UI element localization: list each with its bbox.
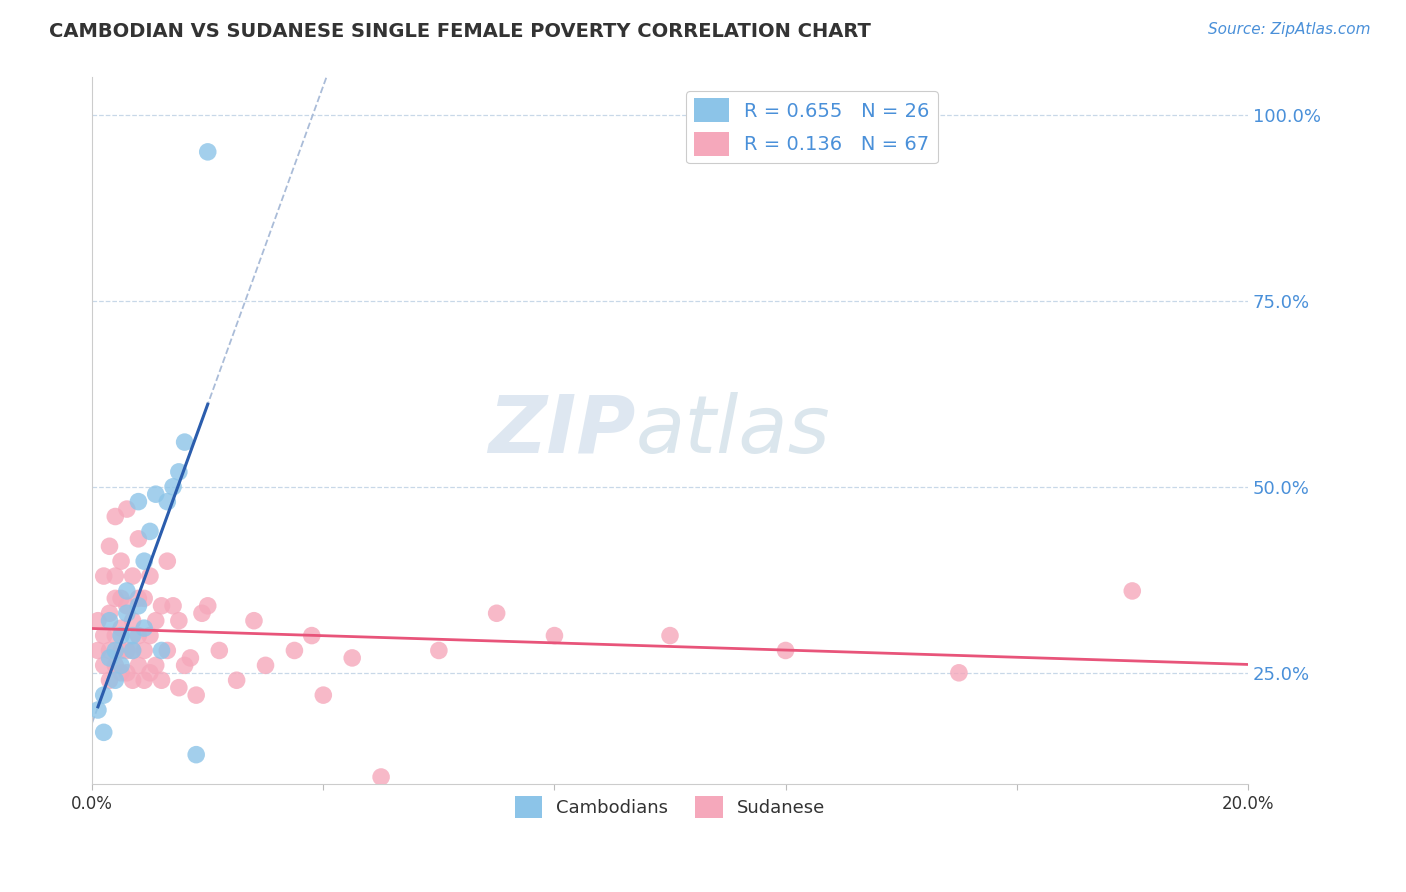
Point bbox=[145, 487, 167, 501]
Point bbox=[110, 621, 132, 635]
Point bbox=[150, 599, 173, 613]
Point bbox=[127, 591, 149, 606]
Point bbox=[115, 502, 138, 516]
Point bbox=[121, 629, 143, 643]
Point bbox=[156, 554, 179, 568]
Point bbox=[93, 725, 115, 739]
Point bbox=[134, 591, 156, 606]
Point bbox=[167, 465, 190, 479]
Point bbox=[104, 629, 127, 643]
Point bbox=[167, 614, 190, 628]
Point bbox=[104, 658, 127, 673]
Point bbox=[173, 435, 195, 450]
Point bbox=[127, 599, 149, 613]
Text: atlas: atlas bbox=[636, 392, 830, 470]
Point bbox=[110, 591, 132, 606]
Point bbox=[98, 614, 121, 628]
Point bbox=[134, 554, 156, 568]
Point bbox=[150, 673, 173, 688]
Point bbox=[127, 629, 149, 643]
Point bbox=[145, 614, 167, 628]
Point bbox=[162, 480, 184, 494]
Point bbox=[301, 629, 323, 643]
Point bbox=[283, 643, 305, 657]
Point bbox=[98, 643, 121, 657]
Point bbox=[127, 658, 149, 673]
Point bbox=[110, 554, 132, 568]
Text: Source: ZipAtlas.com: Source: ZipAtlas.com bbox=[1208, 22, 1371, 37]
Point bbox=[121, 643, 143, 657]
Point bbox=[775, 643, 797, 657]
Point bbox=[659, 629, 682, 643]
Point bbox=[121, 673, 143, 688]
Point bbox=[127, 494, 149, 508]
Point bbox=[110, 643, 132, 657]
Point bbox=[134, 673, 156, 688]
Point bbox=[225, 673, 247, 688]
Point bbox=[162, 599, 184, 613]
Point bbox=[110, 665, 132, 680]
Point bbox=[150, 643, 173, 657]
Point bbox=[167, 681, 190, 695]
Point bbox=[121, 569, 143, 583]
Point bbox=[93, 688, 115, 702]
Point bbox=[243, 614, 266, 628]
Point bbox=[104, 509, 127, 524]
Point bbox=[98, 539, 121, 553]
Point bbox=[139, 665, 162, 680]
Point bbox=[312, 688, 335, 702]
Point bbox=[370, 770, 392, 784]
Point bbox=[543, 629, 565, 643]
Point bbox=[93, 658, 115, 673]
Point bbox=[948, 665, 970, 680]
Point bbox=[115, 665, 138, 680]
Text: ZIP: ZIP bbox=[488, 392, 636, 470]
Point bbox=[134, 621, 156, 635]
Point bbox=[87, 614, 110, 628]
Text: CAMBODIAN VS SUDANESE SINGLE FEMALE POVERTY CORRELATION CHART: CAMBODIAN VS SUDANESE SINGLE FEMALE POVE… bbox=[49, 22, 872, 41]
Point bbox=[156, 643, 179, 657]
Point bbox=[121, 643, 143, 657]
Point bbox=[139, 569, 162, 583]
Point bbox=[197, 599, 219, 613]
Point bbox=[98, 673, 121, 688]
Point bbox=[139, 629, 162, 643]
Point bbox=[208, 643, 231, 657]
Point bbox=[87, 643, 110, 657]
Point bbox=[110, 629, 132, 643]
Point bbox=[104, 569, 127, 583]
Point bbox=[104, 643, 127, 657]
Legend: Cambodians, Sudanese: Cambodians, Sudanese bbox=[508, 789, 832, 825]
Point bbox=[93, 629, 115, 643]
Point bbox=[134, 643, 156, 657]
Point bbox=[191, 607, 214, 621]
Point bbox=[173, 658, 195, 673]
Point bbox=[186, 747, 208, 762]
Point bbox=[110, 658, 132, 673]
Point bbox=[145, 658, 167, 673]
Point bbox=[186, 688, 208, 702]
Point bbox=[115, 643, 138, 657]
Point bbox=[485, 607, 508, 621]
Point bbox=[156, 494, 179, 508]
Point bbox=[93, 569, 115, 583]
Point bbox=[98, 651, 121, 665]
Point bbox=[115, 583, 138, 598]
Point bbox=[115, 607, 138, 621]
Point bbox=[104, 591, 127, 606]
Point bbox=[1121, 583, 1143, 598]
Point bbox=[127, 532, 149, 546]
Point bbox=[139, 524, 162, 539]
Point bbox=[87, 703, 110, 717]
Point bbox=[115, 599, 138, 613]
Point bbox=[340, 651, 363, 665]
Point bbox=[254, 658, 277, 673]
Point bbox=[121, 614, 143, 628]
Point bbox=[104, 673, 127, 688]
Point bbox=[179, 651, 201, 665]
Point bbox=[98, 607, 121, 621]
Point bbox=[197, 145, 219, 159]
Point bbox=[427, 643, 450, 657]
